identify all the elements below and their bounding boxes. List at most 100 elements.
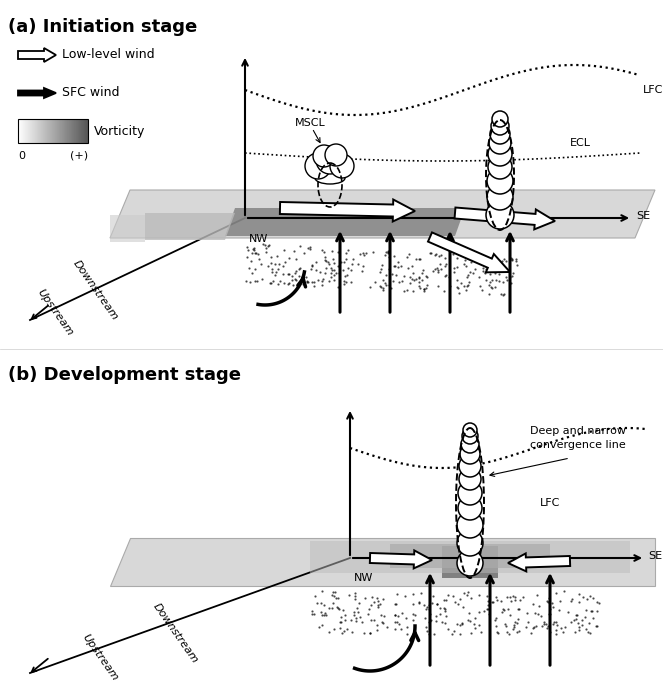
- Point: [463, 615, 473, 626]
- Point: [355, 611, 366, 622]
- Point: [404, 271, 415, 282]
- Point: [518, 591, 528, 602]
- Point: [365, 627, 376, 638]
- Point: [381, 279, 391, 290]
- Point: [512, 604, 523, 615]
- Point: [544, 608, 555, 619]
- Point: [474, 606, 485, 618]
- Point: [469, 622, 480, 634]
- Point: [324, 602, 334, 613]
- Point: [491, 259, 502, 270]
- Point: [585, 591, 595, 602]
- Point: [286, 275, 297, 286]
- Point: [424, 616, 435, 627]
- Point: [372, 602, 383, 613]
- Point: [359, 627, 369, 638]
- Point: [341, 247, 351, 259]
- Point: [514, 604, 524, 615]
- Point: [591, 620, 601, 631]
- Point: [375, 282, 386, 293]
- Point: [440, 259, 451, 270]
- Point: [375, 266, 386, 277]
- Point: [346, 265, 357, 276]
- Point: [269, 269, 280, 280]
- Point: [445, 280, 455, 291]
- Point: [338, 264, 349, 275]
- Point: [579, 611, 590, 622]
- Point: [286, 270, 297, 281]
- Point: [267, 267, 277, 278]
- Point: [537, 620, 548, 631]
- Point: [420, 604, 431, 615]
- Point: [313, 275, 324, 286]
- Point: [474, 271, 485, 282]
- Point: [377, 617, 388, 628]
- Point: [333, 592, 343, 604]
- Point: [353, 606, 363, 618]
- Point: [414, 254, 424, 265]
- Point: [491, 275, 501, 286]
- Point: [248, 243, 259, 254]
- Point: [376, 263, 387, 275]
- Point: [432, 598, 443, 609]
- Point: [317, 279, 328, 290]
- Point: [355, 249, 365, 260]
- Point: [433, 267, 444, 278]
- Point: [389, 610, 400, 621]
- Point: [461, 280, 472, 291]
- Circle shape: [491, 117, 509, 135]
- Point: [487, 253, 497, 264]
- Text: Downstream: Downstream: [151, 601, 200, 665]
- Circle shape: [459, 455, 481, 477]
- Point: [346, 614, 357, 625]
- Point: [375, 599, 386, 610]
- Point: [459, 259, 469, 270]
- Point: [278, 268, 288, 279]
- Point: [338, 275, 349, 286]
- Point: [249, 247, 260, 259]
- Point: [316, 597, 326, 608]
- Point: [492, 627, 503, 638]
- Point: [502, 591, 512, 602]
- Point: [405, 277, 416, 289]
- Point: [371, 619, 382, 630]
- Point: [487, 261, 498, 272]
- Point: [509, 619, 519, 630]
- Point: [317, 620, 328, 631]
- Point: [501, 272, 512, 283]
- Point: [398, 270, 409, 282]
- Point: [453, 282, 463, 293]
- Point: [267, 263, 277, 275]
- Point: [373, 599, 383, 610]
- Point: [298, 279, 309, 290]
- Point: [365, 282, 376, 293]
- Point: [250, 276, 261, 287]
- Text: ECL: ECL: [570, 138, 591, 148]
- Point: [329, 624, 339, 635]
- Point: [584, 618, 595, 629]
- Point: [481, 590, 492, 602]
- Point: [258, 239, 269, 250]
- Text: (a) Initiation stage: (a) Initiation stage: [8, 18, 198, 36]
- Point: [587, 605, 598, 616]
- Point: [338, 605, 349, 616]
- Point: [311, 257, 322, 268]
- Point: [361, 247, 371, 259]
- Point: [469, 250, 479, 261]
- Point: [507, 268, 518, 279]
- Point: [435, 602, 446, 613]
- Point: [260, 246, 271, 257]
- Point: [309, 590, 320, 602]
- Point: [593, 598, 604, 609]
- Point: [457, 618, 467, 629]
- Point: [415, 282, 426, 293]
- Point: [411, 274, 422, 285]
- Point: [522, 617, 533, 628]
- Point: [482, 604, 493, 615]
- Point: [260, 239, 271, 250]
- Point: [459, 254, 470, 266]
- Point: [495, 265, 506, 276]
- Point: [410, 609, 420, 620]
- Point: [271, 267, 282, 278]
- Point: [302, 275, 312, 286]
